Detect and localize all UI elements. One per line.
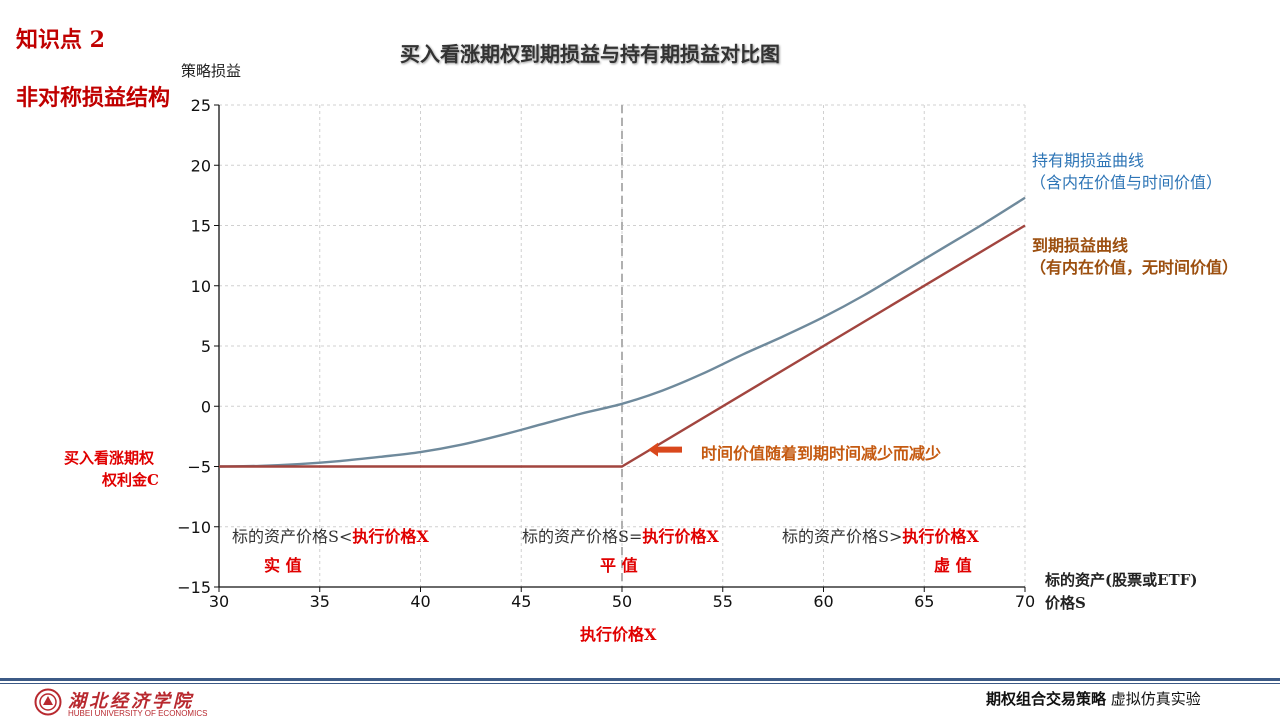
holding-curve-label: 持有期损益曲线: [1032, 151, 1145, 170]
otm-label: 虚 值: [934, 556, 972, 575]
expiry-payoff-curve: [219, 224, 1026, 468]
x-tick-label: 70: [1015, 592, 1035, 611]
y-tick-label: 10: [191, 277, 211, 296]
atm-condition-strike: 执行价格X: [642, 527, 719, 546]
university-logo-subtext: HUBEI UNIVERSITY OF ECONOMICS: [68, 709, 208, 718]
x-tick-label: 65: [914, 592, 934, 611]
axes: 30 35 40 45 50 55 60 65 70 −15 −10 −5 0 5 10 15 20 25: [177, 96, 1035, 611]
y-tick-label: −5: [187, 458, 211, 477]
topic-title: 非对称损益结构: [16, 85, 171, 111]
topic-number: 知识点 2: [16, 27, 105, 53]
chart-title: 买入看涨期权到期损益与持有期损益对比图: [400, 42, 780, 66]
y-tick-label: 5: [201, 337, 211, 356]
university-logo-text: 湖北经济学院: [68, 691, 194, 712]
expiry-curve-sublabel: （有内在价值，无时间价值）: [1030, 258, 1239, 277]
atm-label: 平 值: [600, 556, 638, 575]
y-tick-label: 15: [191, 217, 211, 236]
holding-curve-sublabel: （含内在价值与时间价值）: [1030, 173, 1223, 192]
x-tick-label: 30: [209, 592, 229, 611]
x-tick-label: 50: [612, 592, 632, 611]
footer-rule-thin: [0, 683, 1280, 684]
x-tick-label: 60: [813, 592, 833, 611]
series-layer: [218, 196, 1026, 468]
time-value-arrow-group: [648, 442, 682, 457]
course-title-bold: 期权组合交易策略: [986, 690, 1107, 708]
x-tick-label: 35: [310, 592, 330, 611]
premium-label-line1: 买入看涨期权: [64, 449, 155, 467]
y-axis-label: 策略损益: [181, 62, 241, 80]
y-tick-label: 20: [191, 156, 211, 175]
footer-rule: [0, 678, 1280, 681]
y-tick-label: 25: [191, 96, 211, 115]
university-seal-icon: [34, 688, 62, 716]
strike-price-label: 执行价格X: [580, 625, 657, 644]
y-tick-label: 0: [201, 397, 211, 416]
time-value-note: 时间价值随着到期时间减少而减少: [701, 444, 942, 463]
otm-condition-strike: 执行价格X: [902, 527, 979, 546]
x-tick-label: 45: [511, 592, 531, 611]
y-tick-label: −15: [177, 578, 211, 597]
itm-condition-text: 标的资产价格S<: [232, 527, 353, 546]
atm-condition: 标的资产价格S=执行价格X: [522, 523, 719, 547]
x-tick-label: 55: [713, 592, 733, 611]
itm-condition: 标的资产价格S<执行价格X: [232, 523, 429, 547]
holding-period-payoff-curve: [218, 196, 1026, 468]
y-tick-label: −10: [177, 518, 211, 537]
itm-label: 实 值: [264, 556, 302, 575]
grid: [219, 104, 1026, 587]
x-tick-label: 40: [410, 592, 430, 611]
atm-condition-text: 标的资产价格S=: [522, 527, 643, 546]
x-axis-label-line2: 价格S: [1045, 594, 1086, 612]
time-value-arrow-icon: [648, 442, 682, 457]
expiry-curve-label: 到期损益曲线: [1032, 236, 1129, 255]
otm-condition-text: 标的资产价格S>: [782, 527, 903, 546]
premium-label-line2: 权利金C: [102, 471, 159, 489]
course-title-rest: 虚拟仿真实验: [1106, 690, 1201, 708]
otm-condition: 标的资产价格S>执行价格X: [782, 523, 979, 547]
x-axis-label-line1: 标的资产(股票或ETF): [1045, 571, 1198, 589]
itm-condition-strike: 执行价格X: [352, 527, 429, 546]
course-title: 期权组合交易策略 虚拟仿真实验: [986, 688, 1201, 709]
